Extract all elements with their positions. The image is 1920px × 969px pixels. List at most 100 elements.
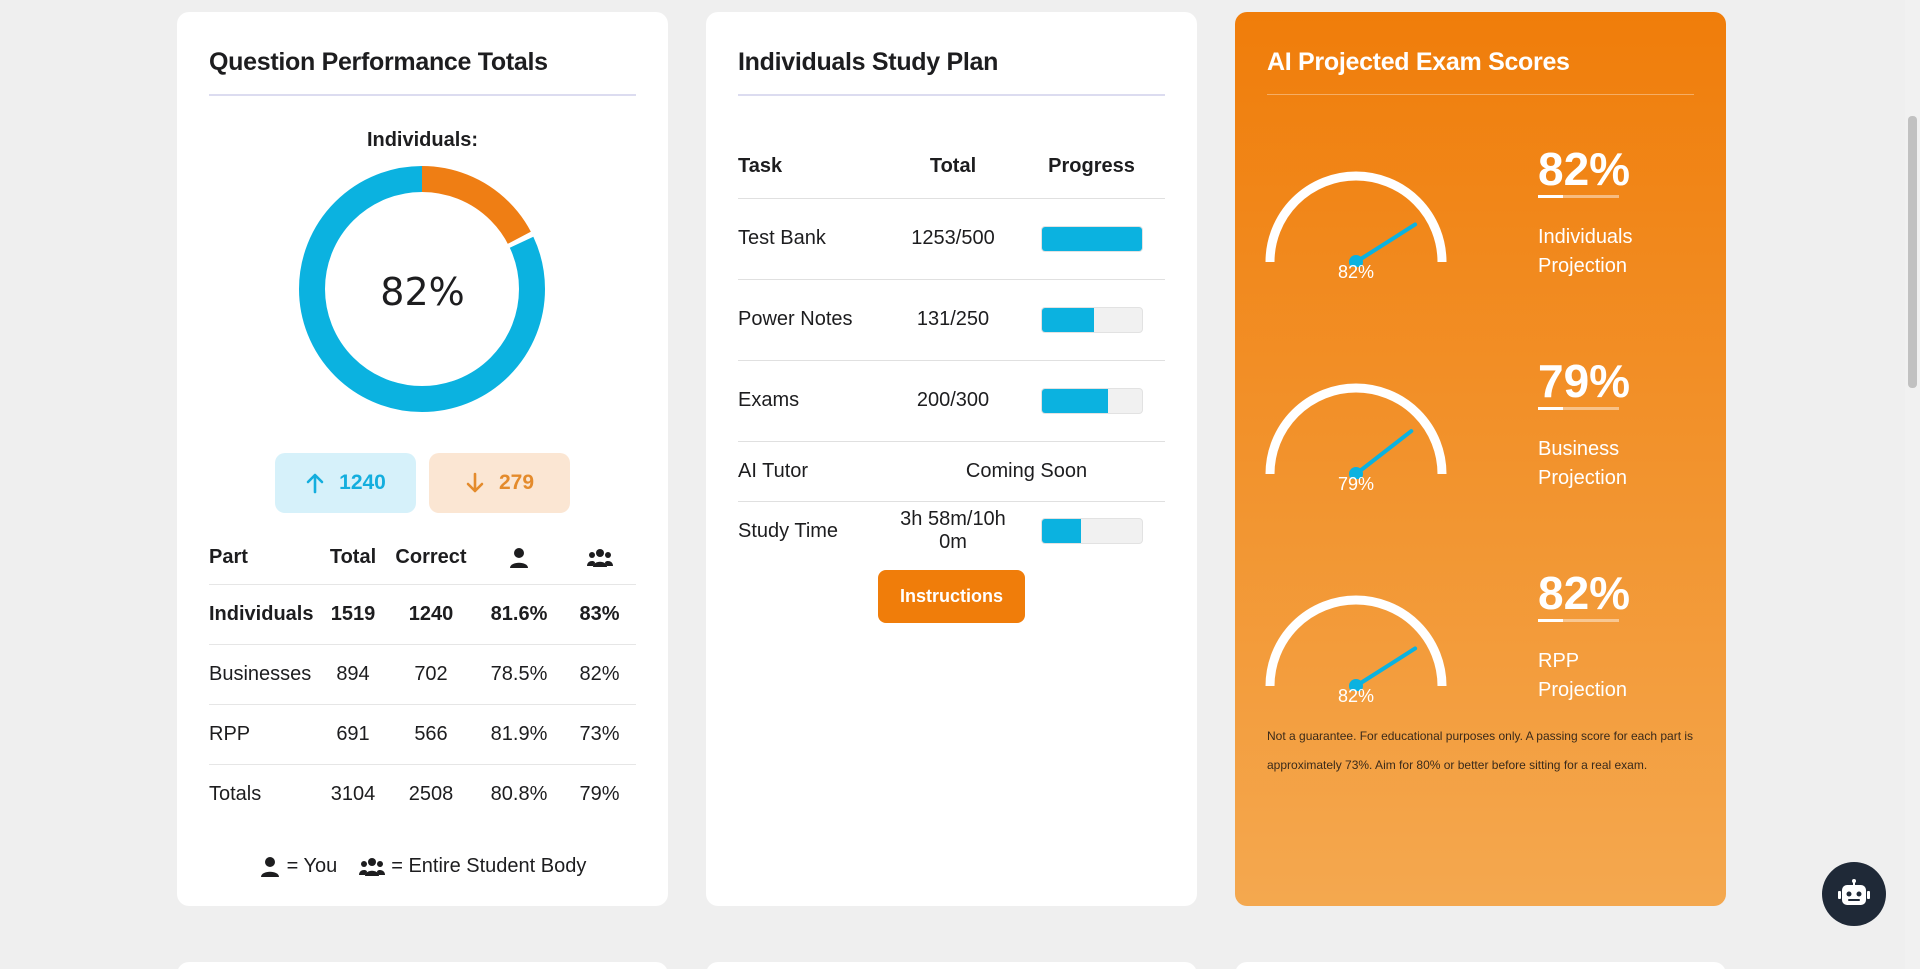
cell-student-body: 79% [579,782,620,805]
cell-progress [1018,198,1165,280]
performance-card: Question Performance Totals Individuals:… [177,12,668,906]
cell-student-body: 73% [563,704,636,765]
projection-divider [1538,195,1619,198]
table-row: RPP 691 566 81.9% 73% [209,704,636,765]
cell-task: Power Notes [738,279,888,361]
table-header-row: Part Total Correct [209,532,636,585]
cell-correct: 1240 [387,584,475,645]
cell-task: AI Tutor [738,441,888,502]
cell-task: Exams [738,360,888,442]
gauge-needle [1354,429,1414,476]
projection-label-line2: Projection [1538,679,1627,701]
table-row: Businesses 894 702 78.5% 82% [209,644,636,705]
correct-count-badge: 1240 [275,453,416,513]
legend-student-body: = Entire Student Body [391,855,587,877]
cell-correct: 702 [387,644,475,705]
cell-student-body: 82% [563,644,636,705]
study-plan-title: Individuals Study Plan [738,48,999,76]
donut-label: Individuals: [366,129,479,151]
cell-total: 691 [319,704,387,765]
performance-title: Question Performance Totals [209,48,548,76]
arrow-up-icon [306,473,324,494]
column-header-correct: Correct [387,532,475,585]
projection-label-line1: Individuals [1538,226,1633,248]
cell-task: Study Time [738,519,839,542]
progress-bar [1040,518,1143,545]
cell-total: 131/250 [888,279,1018,361]
column-header-student-body [563,532,636,585]
projection-label-line2: Projection [1538,467,1627,489]
table-row: Study Time 3h 58m/10h 0m [738,501,1165,561]
cell-part: RPP [209,704,319,765]
users-icon [586,548,613,567]
donut-value: 82% [380,270,465,314]
cell-total: 3h 58m/10h 0m [900,508,1006,554]
gauge-chart [1265,383,1447,479]
cell-student-body: 83% [563,584,636,645]
projection-label-line2: Projection [1538,255,1627,277]
cell-you: 80.8% [490,782,548,805]
projection-value: 82% [1538,143,1631,195]
ai-projection-card: AI Projected Exam Scores 82% 82% Individ… [1235,12,1726,906]
table-row: Power Notes 131/250 [738,279,1165,361]
next-card-3 [1235,962,1726,969]
user-icon [510,547,528,568]
projection-disclaimer: Not a guarantee. For educational purpose… [1267,729,1694,772]
cell-part: Totals [209,782,262,805]
progress-fill [1041,307,1094,332]
column-header-part: Part [209,532,319,585]
column-header-total: Total [888,136,1018,199]
cell-total: 1519 [319,584,387,645]
gauge-chart [1265,595,1447,691]
cell-total: 200/300 [888,360,1018,442]
cell-you: 78.5% [475,644,563,705]
study-plan-card: Individuals Study Plan Task Total Progre… [706,12,1197,906]
cell-part: Businesses [209,644,319,705]
ai-projection-title: AI Projected Exam Scores [1267,48,1570,76]
cell-you: 81.9% [475,704,563,765]
next-card-2 [706,962,1197,969]
gauge-percent: 79% [1337,474,1375,494]
progress-bar [1040,225,1143,252]
column-header-you [475,532,563,585]
study-plan-table: Task Total Progress Test Bank 1253/500 P… [738,136,1165,561]
donut-fill [299,166,545,412]
correct-count: 1240 [339,471,386,494]
gauge-needle [1354,222,1418,264]
progress-fill [1041,519,1082,544]
projection-label-line1: RPP [1538,650,1580,672]
title-divider [738,94,1165,96]
next-card-1 [177,962,668,969]
cell-correct: 2508 [408,782,454,805]
page-scrollbar[interactable] [1905,0,1920,969]
projection-value: 82% [1538,567,1631,619]
table-row: AI Tutor Coming Soon [738,441,1165,502]
projection-label: Individuals Projection [1538,223,1633,281]
scrollbar-thumb[interactable] [1908,116,1917,388]
instructions-button[interactable]: Instructions [878,570,1025,623]
title-divider [209,94,636,96]
chatbot-button[interactable] [1822,862,1886,926]
progress-bar [1040,306,1143,333]
progress-bar [1040,387,1143,414]
column-header-total: Total [319,532,387,585]
cell-part: Individuals [209,584,319,645]
table-header-row: Task Total Progress [738,136,1165,199]
projection-label: RPP Projection [1538,647,1627,705]
donut-chart [297,164,547,414]
cell-you: 81.6% [475,584,563,645]
projection-label: Business Projection [1538,435,1627,493]
projection-label-line1: Business [1538,438,1620,460]
title-divider [1267,94,1694,95]
table-row: Test Bank 1253/500 [738,198,1165,280]
table-row: Exams 200/300 [738,360,1165,442]
gauge-percent: 82% [1337,686,1375,706]
projection-value: 79% [1538,355,1631,407]
cell-total: 1253/500 [888,198,1018,280]
incorrect-count: 279 [498,471,535,494]
legend-you: = You [286,855,338,877]
projection-divider [1538,407,1619,410]
projection-divider [1538,619,1619,622]
table-row: Individuals 1519 1240 81.6% 83% [209,584,636,645]
cell-total: Coming Soon [888,441,1165,502]
